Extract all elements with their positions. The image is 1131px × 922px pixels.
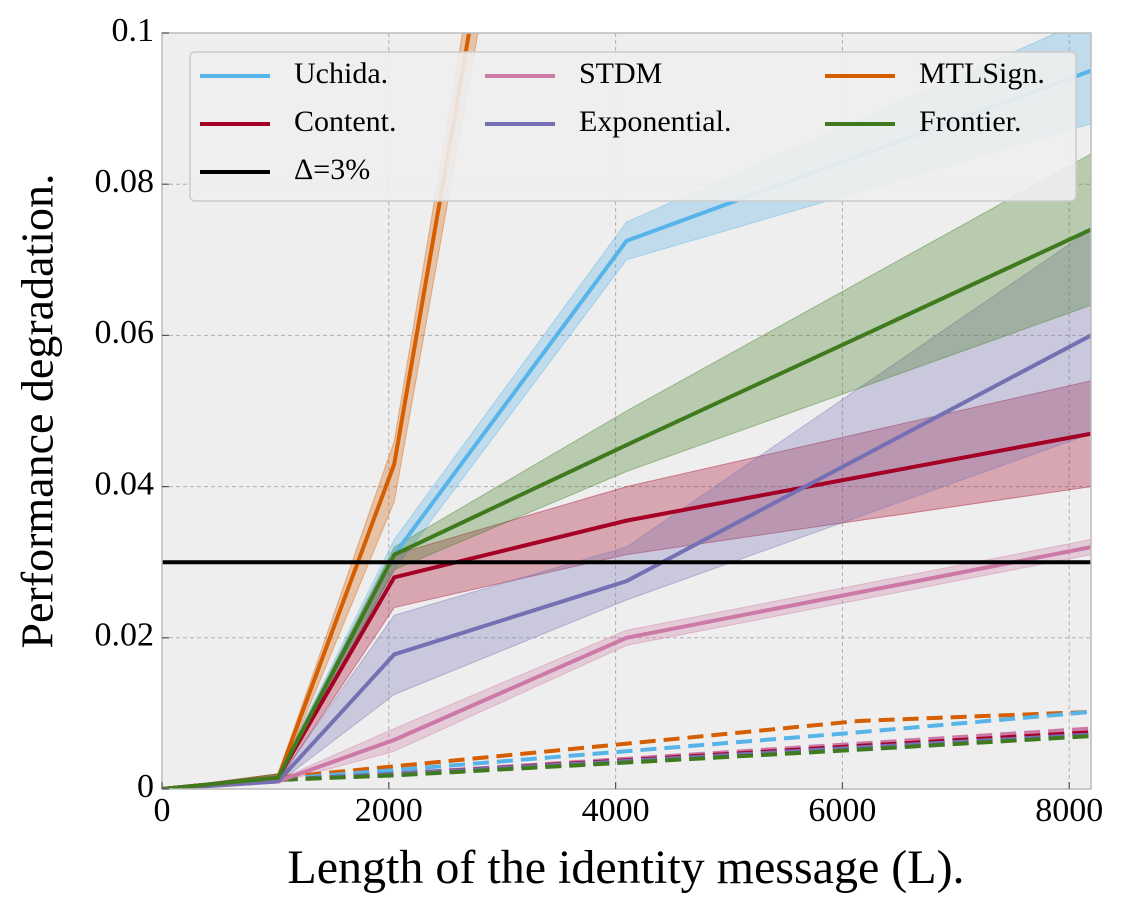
x-tick-label: 0 [154,792,171,829]
legend-label: STDM [579,57,662,90]
plot-border [161,32,1092,790]
x-tick-label: 4000 [582,792,650,829]
y-tick-label: 0.02 [95,617,155,654]
line [162,227,1091,789]
x-tick-label: 8000 [1035,792,1103,829]
legend-label: Frontier. [919,105,1022,138]
y-tick-label: 0.1 [112,12,155,49]
axes: 0 2000 4000 6000 8000 0 0.02 0.04 0.06 0.08 0.1 [95,12,1104,829]
x-tick-label: 2000 [355,792,423,829]
x-axis-label: Length of the identity message (L). [287,841,964,894]
legend-label: Uchida. [294,57,388,90]
legend: Uchida. STDM MTLSign. Content. Exponential. F… [189,51,1077,202]
legend-label: Exponential. [579,105,731,138]
y-tick-label: 0.08 [95,163,155,200]
legend-label: Δ=3% [294,153,370,186]
legend-label: Content. [294,105,397,138]
x-tick-label: 6000 [808,792,876,829]
confidence-band [162,228,1091,789]
legend-box [189,51,1077,202]
y-tick-label: 0 [137,768,154,805]
y-tick-label: 0.06 [95,314,155,351]
y-axis-label: Performance degradation. [12,173,63,648]
line [162,333,1091,789]
y-tick-label: 0.04 [95,465,155,502]
legend-label: MTLSign. [919,57,1045,90]
confidence-band [162,33,479,789]
